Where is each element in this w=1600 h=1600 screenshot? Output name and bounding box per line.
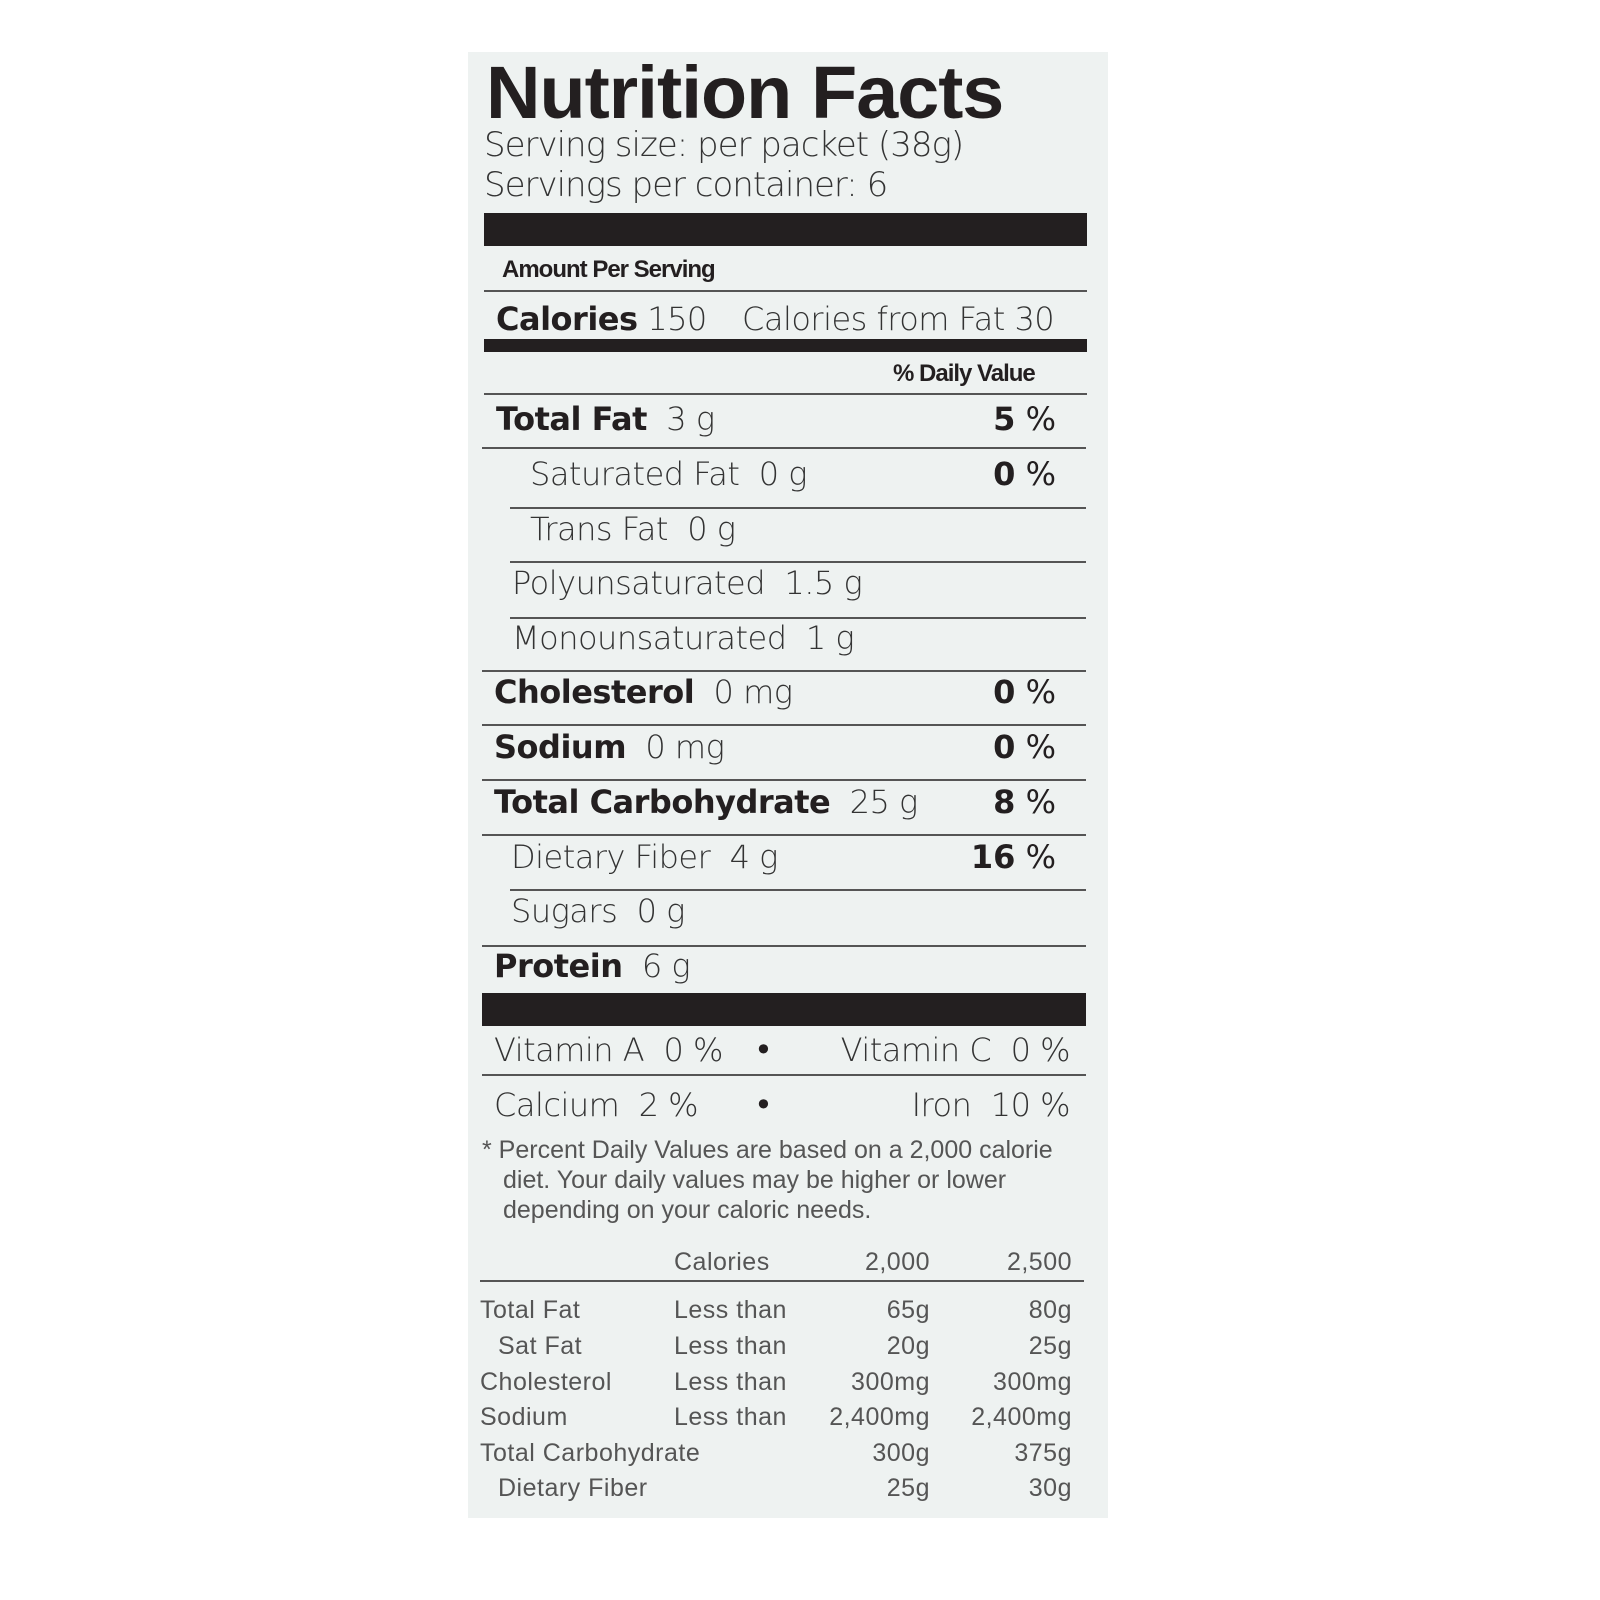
divider [510,889,1086,891]
footnote-line: depending on your caloric needs. [503,1196,872,1224]
bullet: • [754,1031,773,1069]
nutrient-row: Polyunsaturated 1.5 g [512,564,863,602]
thick-divider [482,993,1086,1026]
bullet: • [754,1086,773,1124]
iron: Iron 10 % [911,1086,1071,1124]
divider [482,834,1086,836]
divider [484,393,1087,395]
thick-divider [484,213,1087,246]
footnote-line: * Percent Daily Values are based on a 2,… [482,1136,1053,1164]
servings-per-container: Servings per container: 6 [484,165,888,205]
table-row-2000: 25g [886,1474,930,1502]
table-row-2500: 300mg [993,1368,1072,1396]
table-row-label: Cholesterol [480,1368,612,1396]
nutrient-row: Dietary Fiber 4 g [511,838,778,876]
calories-from-fat: Calories from Fat 30 [742,300,1055,338]
table-row-2000: 2,400mg [829,1403,930,1431]
footnote-line: diet. Your daily values may be higher or… [503,1166,1007,1194]
divider [482,945,1086,947]
table-header-2000: 2,000 [864,1248,930,1276]
divider [510,507,1086,509]
divider [482,1074,1086,1076]
table-row-qualifier: Less than [674,1296,787,1324]
table-row-qualifier: Less than [674,1368,787,1396]
divider [510,617,1086,619]
nutrition-label-panel [468,52,1108,1518]
nutrient-row: Total Fat 3 g [496,400,715,438]
divider [480,1280,1084,1282]
table-row-qualifier: Less than [674,1332,787,1360]
divider [510,561,1086,563]
title: Nutrition Facts [486,51,1004,134]
daily-value: 0 % [993,455,1056,493]
divider [482,670,1086,672]
table-row-label: Total Carbohydrate [480,1439,701,1467]
amount-per-serving: Amount Per Serving [502,256,716,283]
daily-value: 16 % [970,838,1056,876]
divider [482,447,1086,449]
nutrient-row: Cholesterol 0 mg [494,673,793,711]
medium-divider [484,339,1087,352]
daily-value: 5 % [993,400,1056,438]
daily-value: 0 % [993,728,1056,766]
nutrient-row: Protein 6 g [494,947,691,985]
nutrient-row: Sodium 0 mg [494,728,725,766]
serving-size: Serving size: per packet (38g) [484,125,964,165]
calcium: Calcium 2 % [494,1086,699,1124]
table-row-2000: 300g [872,1439,930,1467]
nutrient-row: Trans Fat 0 g [530,510,736,548]
nutrient-row: Sugars 0 g [511,892,685,930]
table-row-label: Sodium [480,1403,568,1431]
daily-value: 0 % [993,673,1056,711]
calories-row: Calories 150 [496,300,707,338]
table-row-2000: 65g [886,1296,930,1324]
table-row-2500: 2,400mg [971,1403,1072,1431]
table-row-2500: 80g [1028,1296,1072,1324]
vitamin-c: Vitamin C 0 % [840,1031,1071,1069]
divider [484,290,1087,292]
table-row-label: Dietary Fiber [498,1474,648,1502]
table-row-qualifier: Less than [674,1403,787,1431]
daily-value: 8 % [993,783,1056,821]
nutrient-row: Saturated Fat 0 g [530,455,807,493]
table-row-label: Total Fat [480,1296,581,1324]
daily-value-header: % Daily Value [893,360,1036,387]
table-row-2500: 25g [1028,1332,1072,1360]
divider [482,724,1086,726]
nutrient-row: Monounsaturated 1 g [512,619,855,657]
table-row-2000: 300mg [851,1368,930,1396]
table-row-label: Sat Fat [498,1332,583,1360]
table-header-calories: Calories [674,1248,770,1276]
table-row-2500: 375g [1014,1439,1072,1467]
table-row-2500: 30g [1028,1474,1072,1502]
table-header-2500: 2,500 [1006,1248,1072,1276]
divider [482,779,1086,781]
vitamin-a: Vitamin A 0 % [494,1031,723,1069]
table-row-2000: 20g [886,1332,930,1360]
nutrient-row: Total Carbohydrate 25 g [494,783,918,821]
